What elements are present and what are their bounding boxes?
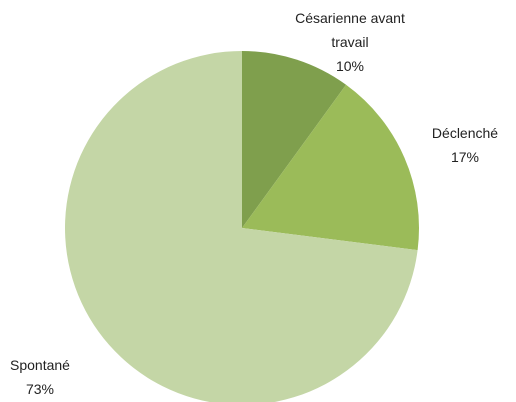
value-label: 17% (450, 149, 480, 165)
value-label: 73% (25, 381, 55, 397)
value-label: 10% (335, 58, 365, 74)
category-label: Spontané (10, 357, 70, 373)
data-label: Césarienne avant travail 10% (290, 6, 410, 78)
pie-slice (242, 84, 419, 251)
pie-slice (65, 51, 418, 402)
pie-slice (242, 51, 347, 228)
data-label: Déclenché 17% (405, 121, 516, 169)
category-label: Déclenché (431, 125, 499, 141)
data-label: Spontané 73% (0, 353, 100, 401)
category-label: Césarienne avant travail (295, 10, 405, 50)
